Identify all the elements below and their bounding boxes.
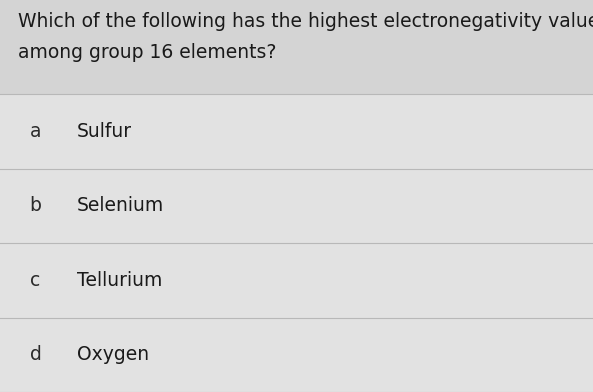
FancyBboxPatch shape [0,169,593,243]
Text: a: a [30,122,41,141]
Text: among group 16 elements?: among group 16 elements? [18,43,276,62]
Text: c: c [30,271,40,290]
FancyBboxPatch shape [0,318,593,392]
FancyBboxPatch shape [0,243,593,318]
FancyBboxPatch shape [0,94,593,169]
Text: Tellurium: Tellurium [77,271,162,290]
Text: Oxygen: Oxygen [77,345,149,364]
Text: Which of the following has the highest electronegativity value: Which of the following has the highest e… [18,12,593,31]
Text: b: b [30,196,42,215]
Text: Selenium: Selenium [77,196,164,215]
Text: Sulfur: Sulfur [77,122,132,141]
Text: d: d [30,345,42,364]
